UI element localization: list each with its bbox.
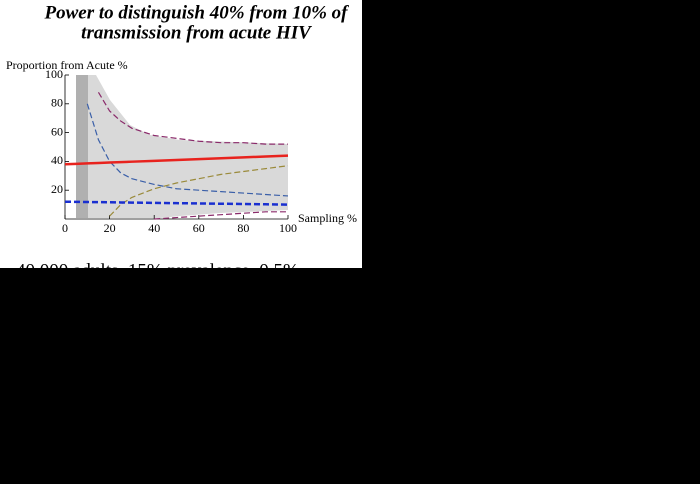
caption-clip: 40,000 adults, 15% prevalence, 0.5% <box>16 260 299 281</box>
x-tick-label: 60 <box>193 221 205 235</box>
x-tick-label: 40 <box>148 221 160 235</box>
x-tick-label: 80 <box>237 221 249 235</box>
line-series <box>64 200 289 206</box>
line-series <box>64 154 289 166</box>
y-axis-label: Proportion from Acute % <box>6 58 128 72</box>
chart-title: transmission from acute HIV <box>81 22 312 43</box>
line-series <box>154 211 288 220</box>
y-tick-label: 60 <box>51 124 63 138</box>
x-tick-label: 20 <box>104 221 116 235</box>
caption: 40,000 adults, 15% prevalence, 0.5% <box>16 260 299 281</box>
y-tick-label: 100 <box>45 67 63 81</box>
chart-title: Power to distinguish 40% from 10% of <box>44 2 350 23</box>
x-tick-label: 0 <box>62 221 68 235</box>
shaded-band <box>76 75 288 218</box>
slide <box>0 0 362 268</box>
y-tick-label: 40 <box>51 153 63 167</box>
line-series <box>97 91 288 145</box>
y-tick-label: 80 <box>51 96 63 110</box>
x-tick-label: 100 <box>279 221 297 235</box>
line-series <box>109 165 289 217</box>
line-series <box>86 103 289 197</box>
y-tick-label: 20 <box>51 182 63 196</box>
shaded-band-dark <box>76 75 88 218</box>
x-axis-label: Sampling % <box>298 211 357 225</box>
